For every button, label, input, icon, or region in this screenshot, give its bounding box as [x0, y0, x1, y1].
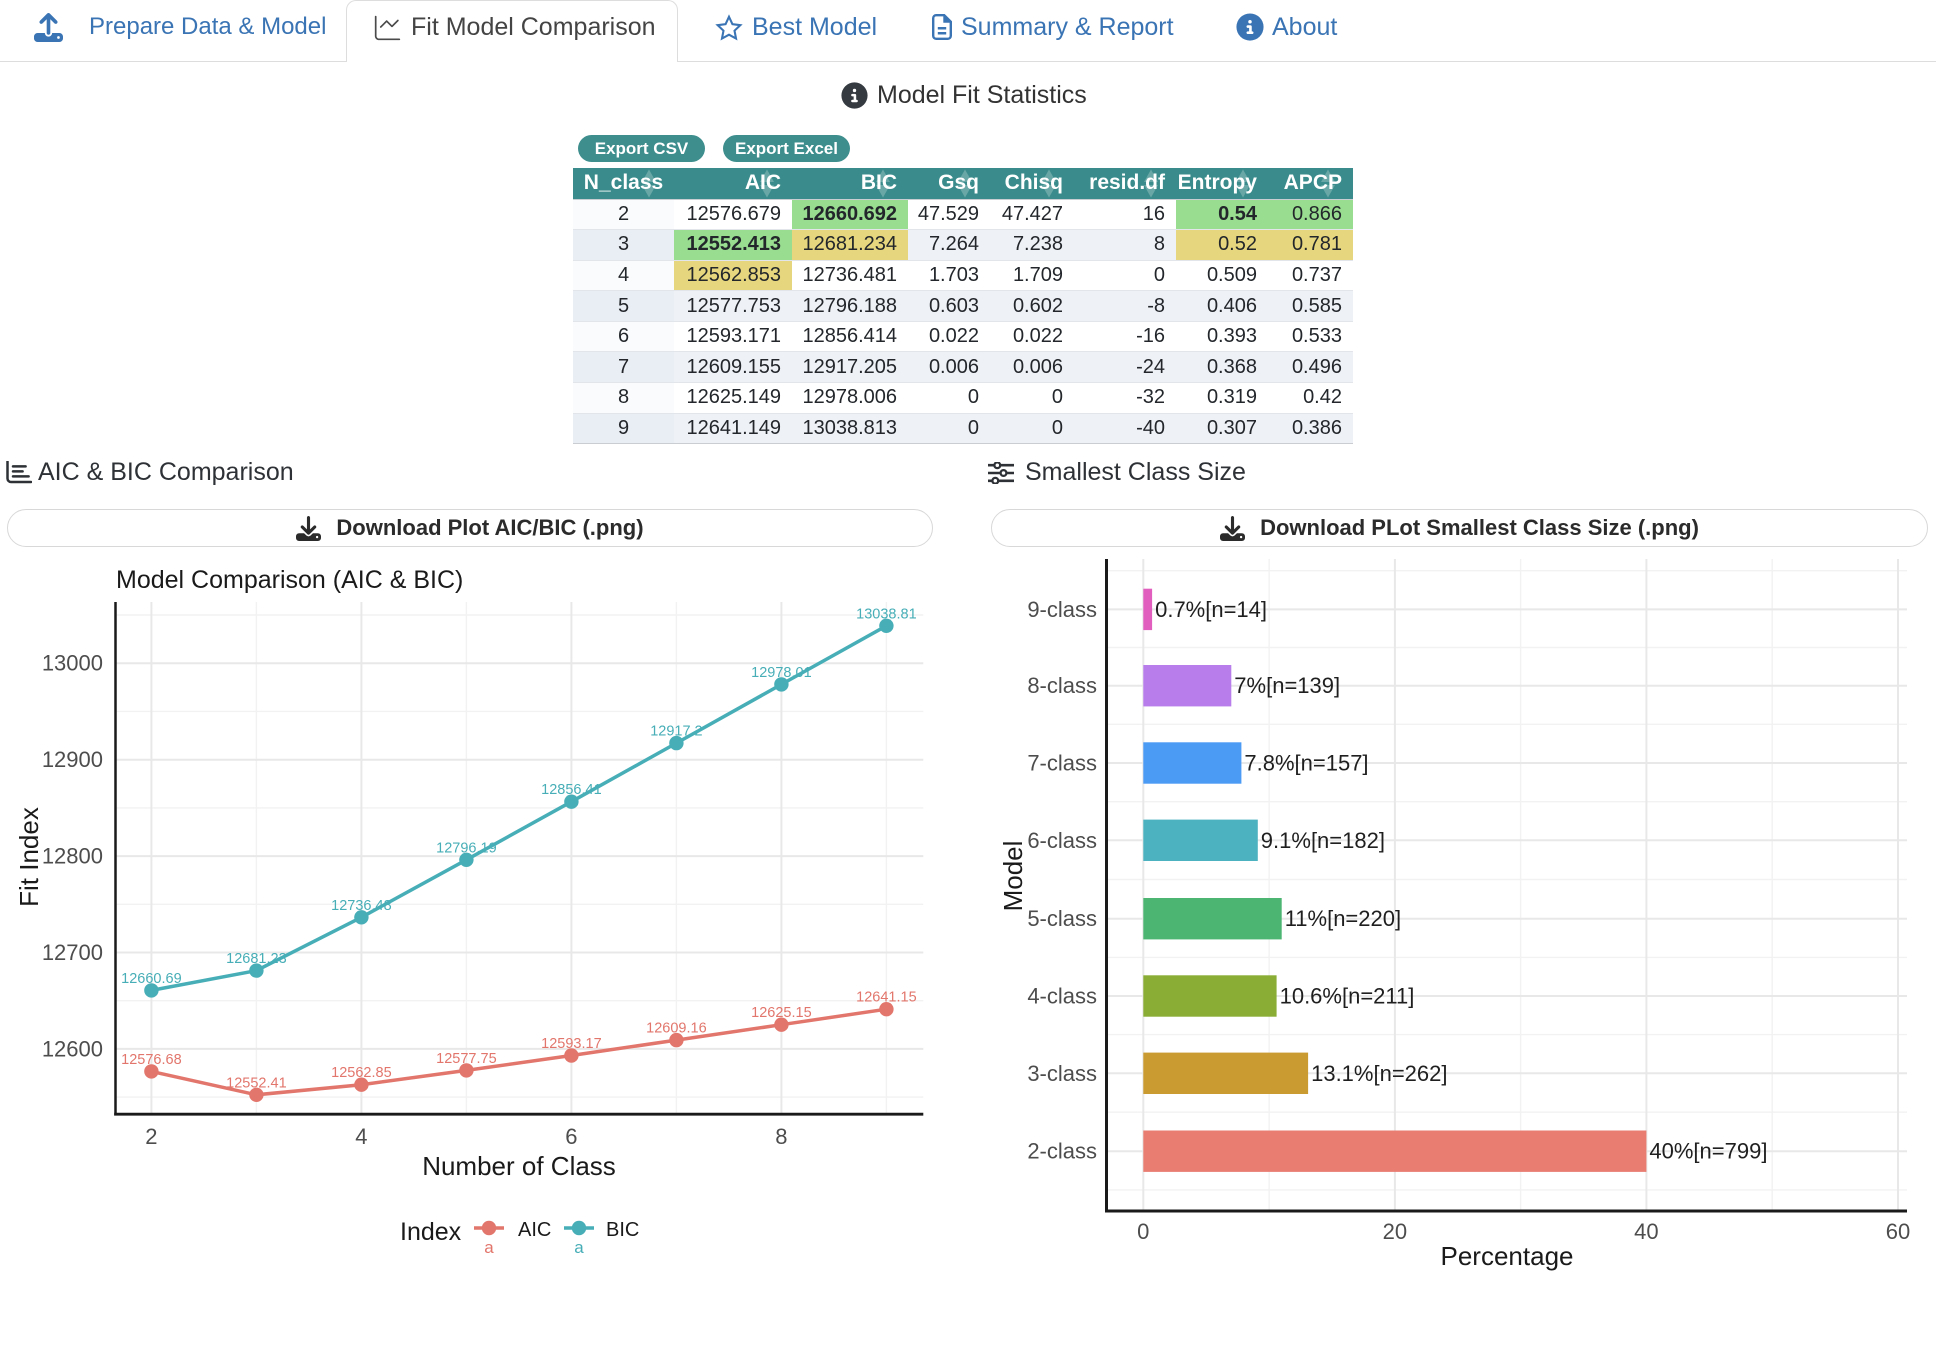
svg-text:9.1%[n=182]: 9.1%[n=182] — [1261, 828, 1385, 853]
svg-text:10.6%[n=211]: 10.6%[n=211] — [1280, 984, 1415, 1009]
svg-text:60: 60 — [1886, 1219, 1910, 1244]
svg-text:12641.15: 12641.15 — [856, 990, 916, 1006]
svg-text:12700: 12700 — [42, 940, 103, 965]
svg-text:Percentage: Percentage — [1441, 1241, 1574, 1271]
svg-text:9-class: 9-class — [1027, 597, 1097, 622]
svg-text:0: 0 — [1137, 1219, 1149, 1244]
svg-text:7%[n=139]: 7%[n=139] — [1234, 673, 1340, 698]
svg-text:20: 20 — [1383, 1219, 1407, 1244]
svg-text:12978.01: 12978.01 — [751, 665, 811, 681]
svg-text:6-class: 6-class — [1027, 828, 1097, 853]
svg-text:12800: 12800 — [42, 844, 103, 869]
svg-text:12552.41: 12552.41 — [226, 1075, 286, 1091]
svg-text:7-class: 7-class — [1027, 751, 1097, 776]
svg-text:12600: 12600 — [42, 1036, 103, 1061]
svg-text:2-class: 2-class — [1027, 1139, 1097, 1164]
svg-text:12796.19: 12796.19 — [436, 840, 496, 856]
svg-text:13038.81: 13038.81 — [856, 606, 916, 622]
svg-text:12900: 12900 — [42, 747, 103, 772]
svg-text:5-class: 5-class — [1027, 906, 1097, 931]
svg-text:7.8%[n=157]: 7.8%[n=157] — [1244, 751, 1368, 776]
svg-text:12625.15: 12625.15 — [751, 1005, 811, 1021]
svg-text:40%[n=799]: 40%[n=799] — [1649, 1139, 1767, 1164]
svg-text:Model: Model — [998, 841, 1028, 912]
svg-text:12562.85: 12562.85 — [331, 1065, 391, 1081]
svg-text:12593.17: 12593.17 — [541, 1036, 601, 1052]
svg-text:8-class: 8-class — [1027, 673, 1097, 698]
svg-text:6: 6 — [565, 1124, 577, 1149]
svg-text:11%[n=220]: 11%[n=220] — [1285, 906, 1401, 931]
svg-text:13000: 13000 — [42, 651, 103, 676]
svg-text:12576.68: 12576.68 — [121, 1052, 181, 1068]
svg-text:12681.23: 12681.23 — [226, 951, 286, 967]
svg-text:13.1%[n=262]: 13.1%[n=262] — [1311, 1061, 1447, 1086]
svg-text:12660.69: 12660.69 — [121, 971, 181, 987]
svg-text:12856.41: 12856.41 — [541, 782, 601, 798]
svg-text:12577.75: 12577.75 — [436, 1051, 496, 1067]
svg-text:BIC: BIC — [606, 1219, 639, 1241]
svg-text:a: a — [574, 1238, 584, 1257]
svg-text:40: 40 — [1634, 1219, 1658, 1244]
svg-text:3-class: 3-class — [1027, 1061, 1097, 1086]
svg-text:12736.48: 12736.48 — [331, 898, 391, 914]
svg-text:4-class: 4-class — [1027, 984, 1097, 1009]
svg-text:AIC: AIC — [518, 1219, 551, 1241]
svg-text:12609.16: 12609.16 — [646, 1021, 706, 1037]
svg-text:Number of Class: Number of Class — [422, 1151, 616, 1181]
svg-text:12917.2: 12917.2 — [650, 724, 702, 740]
svg-text:a: a — [484, 1238, 494, 1257]
svg-text:2: 2 — [145, 1124, 157, 1149]
svg-text:Index: Index — [400, 1218, 462, 1246]
svg-text:Fit Index: Fit Index — [14, 807, 44, 907]
svg-text:8: 8 — [775, 1124, 787, 1149]
svg-text:4: 4 — [355, 1124, 367, 1149]
svg-text:Model Comparison (AIC & BIC): Model Comparison (AIC & BIC) — [116, 566, 463, 594]
svg-text:0.7%[n=14]: 0.7%[n=14] — [1155, 597, 1267, 622]
